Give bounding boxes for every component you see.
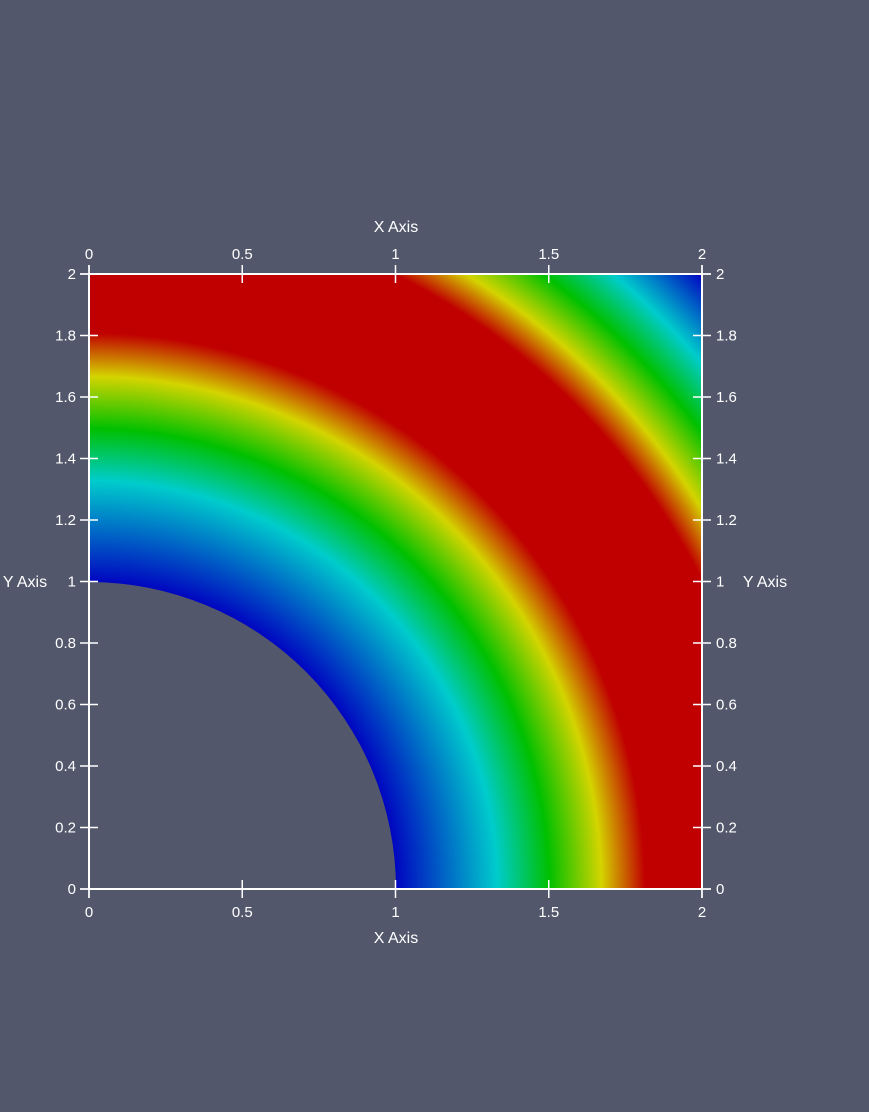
x-axis-title-bottom: X Axis: [374, 930, 418, 947]
x-tick-label-top: 1: [391, 246, 399, 263]
x-tick-label-top: 2: [698, 246, 706, 263]
y-tick-label-right: 0.2: [716, 820, 737, 837]
y-tick-label-left: 2: [68, 266, 76, 283]
y-tick-label-right: 1: [716, 574, 724, 591]
x-axis-title-top: X Axis: [374, 219, 418, 236]
y-tick-label-left: 1.8: [55, 328, 76, 345]
y-tick-label-right: 0: [716, 881, 724, 898]
y-tick-label-right: 1.2: [716, 512, 737, 529]
x-tick-label-bottom: 1.5: [538, 904, 559, 921]
x-tick-label-bottom: 0: [85, 904, 93, 921]
x-tick-label-bottom: 0.5: [232, 904, 253, 921]
y-tick-label-right: 1.6: [716, 389, 737, 406]
y-axis-title-right: Y Axis: [743, 574, 787, 591]
y-tick-label-right: 1.8: [716, 328, 737, 345]
y-tick-label-right: 0.8: [716, 635, 737, 652]
y-tick-label-left: 0.4: [55, 758, 76, 775]
y-tick-label-left: 0.2: [55, 820, 76, 837]
y-tick-label-left: 0.8: [55, 635, 76, 652]
x-tick-label-bottom: 1: [391, 904, 399, 921]
y-tick-label-right: 1.4: [716, 451, 737, 468]
y-tick-label-right: 0.6: [716, 697, 737, 714]
y-tick-label-right: 2: [716, 266, 724, 283]
y-tick-label-left: 1: [68, 574, 76, 591]
y-axis-title-left: Y Axis: [3, 574, 47, 591]
y-tick-label-left: 0.6: [55, 697, 76, 714]
y-tick-label-right: 0.4: [716, 758, 737, 775]
x-tick-label-bottom: 2: [698, 904, 706, 921]
y-tick-label-left: 1.4: [55, 451, 76, 468]
y-tick-label-left: 0: [68, 881, 76, 898]
scalar-field-surface: [89, 274, 702, 889]
x-tick-label-top: 0: [85, 246, 93, 263]
x-tick-label-top: 1.5: [538, 246, 559, 263]
y-tick-label-left: 1.2: [55, 512, 76, 529]
y-tick-label-left: 1.6: [55, 389, 76, 406]
x-tick-label-top: 0.5: [232, 246, 253, 263]
